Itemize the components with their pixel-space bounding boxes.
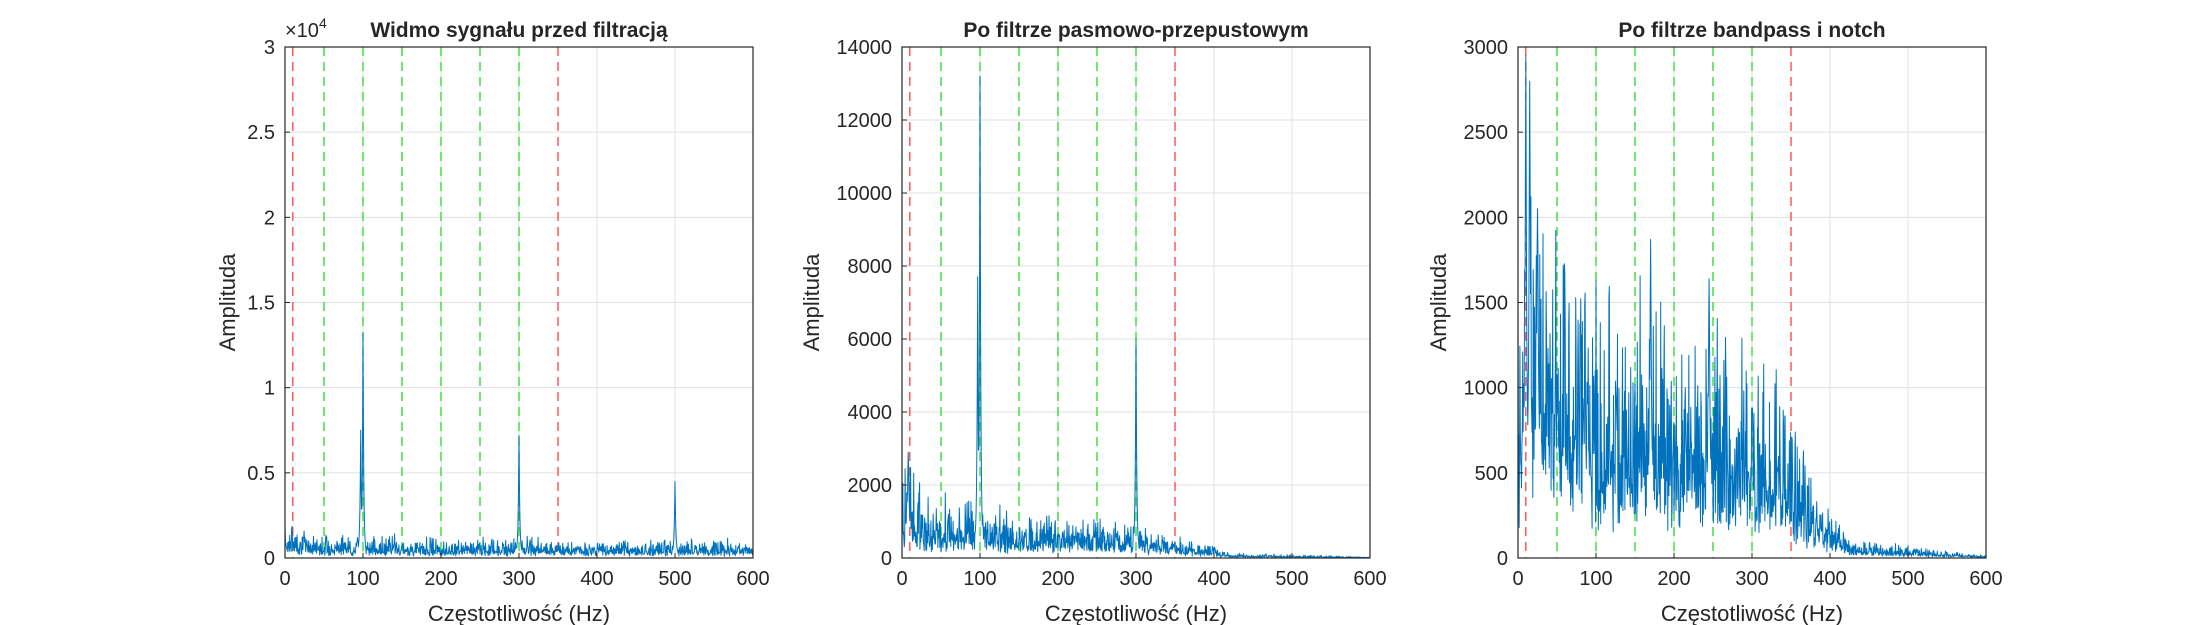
y-tick-labels: 0 500 1000 1500 2000 2500 3000 bbox=[1464, 37, 1523, 570]
y-tick-label: 1500 bbox=[1464, 293, 1509, 315]
y-tick-label: 2500 bbox=[1464, 122, 1509, 144]
x-tick-label: 100 bbox=[346, 568, 379, 590]
x-tick-labels: 0 100 200 300 400 500 600 bbox=[279, 553, 770, 590]
subplot-3: 0 100 200 300 400 500 600 0 500 1000 1500 2000 2500… bbox=[1426, 19, 2003, 625]
x-tick-label: 600 bbox=[1353, 568, 1386, 590]
y-tick-label: 4000 bbox=[848, 402, 893, 424]
y-tick-label: 3 bbox=[264, 37, 275, 59]
x-tick-label: 100 bbox=[963, 568, 996, 590]
x-tick-labels: 0 100 200 300 400 500 600 bbox=[896, 553, 1387, 590]
x-tick-label: 500 bbox=[658, 568, 691, 590]
spectrum-line bbox=[284, 332, 754, 557]
subplot-2: 0 100 200 300 400 500 600 0 2000 4000 6000 8000 100… bbox=[799, 19, 1387, 625]
y-tick-label: 0.5 bbox=[247, 463, 275, 485]
y-axis-label: Amplituda bbox=[799, 253, 824, 352]
y-tick-label: 2.5 bbox=[247, 122, 275, 144]
x-tick-label: 500 bbox=[1891, 568, 1924, 590]
x-tick-label: 300 bbox=[1735, 568, 1768, 590]
x-tick-label: 400 bbox=[1813, 568, 1846, 590]
x-tick-labels: 0 100 200 300 400 500 600 bbox=[1512, 553, 2003, 590]
x-tick-label: 200 bbox=[1041, 568, 1074, 590]
y-tick-label: 2000 bbox=[1464, 207, 1509, 229]
x-axis-label: Częstotliwość (Hz) bbox=[1045, 601, 1227, 625]
y-axis-label: Amplituda bbox=[1426, 253, 1451, 352]
x-tick-label: 0 bbox=[1512, 568, 1523, 590]
x-tick-label: 0 bbox=[279, 568, 290, 590]
x-tick-label: 600 bbox=[1969, 568, 2002, 590]
x-tick-label: 400 bbox=[580, 568, 613, 590]
x-tick-label: 600 bbox=[736, 568, 769, 590]
y-tick-label: 500 bbox=[1475, 463, 1508, 485]
y-axis-label: Amplituda bbox=[215, 253, 240, 352]
x-axis-label: Częstotliwość (Hz) bbox=[1661, 601, 1843, 625]
x-tick-label: 200 bbox=[424, 568, 457, 590]
spectrum-series bbox=[284, 332, 754, 557]
y-tick-label: 1 bbox=[264, 378, 275, 400]
x-tick-label: 100 bbox=[1579, 568, 1612, 590]
y-tick-labels: 0 0.5 1 1.5 2 2.5 3 bbox=[247, 37, 290, 570]
y-tick-label: 14000 bbox=[836, 37, 892, 59]
y-tick-label: 8000 bbox=[848, 256, 893, 278]
y-tick-label: 1.5 bbox=[247, 293, 275, 315]
y-tick-label: 0 bbox=[1497, 548, 1508, 570]
chart-title: Po filtrze pasmowo-przepustowym bbox=[963, 19, 1308, 42]
spectrum-line bbox=[1517, 55, 1987, 559]
y-tick-label: 2 bbox=[264, 207, 275, 229]
y-tick-label: 10000 bbox=[836, 183, 892, 205]
y-tick-label: 6000 bbox=[848, 329, 893, 351]
y-tick-label: 0 bbox=[881, 548, 892, 570]
subplot-1: 0 100 200 300 400 500 600 0 0.5 1 1.5 2 2.5 3 Widmo … bbox=[215, 15, 770, 625]
x-tick-label: 500 bbox=[1275, 568, 1308, 590]
spectrum-series bbox=[1517, 55, 1987, 559]
y-tick-label: 1000 bbox=[1464, 378, 1509, 400]
exponent-label: ×104 bbox=[285, 15, 327, 42]
chart-title: Po filtrze bandpass i notch bbox=[1618, 19, 1885, 42]
x-axis-label: Częstotliwość (Hz) bbox=[428, 601, 610, 625]
y-tick-label: 2000 bbox=[848, 475, 893, 497]
y-tick-labels: 0 2000 4000 6000 8000 10000 12000 14000 bbox=[836, 37, 907, 570]
reference-lines bbox=[909, 47, 1176, 558]
x-tick-label: 300 bbox=[502, 568, 535, 590]
x-tick-label: 0 bbox=[896, 568, 907, 590]
chart-title: Widmo sygnału przed filtracją bbox=[370, 19, 668, 42]
x-tick-label: 400 bbox=[1197, 568, 1230, 590]
x-tick-label: 300 bbox=[1119, 568, 1152, 590]
x-tick-label: 200 bbox=[1657, 568, 1690, 590]
y-tick-label: 0 bbox=[264, 548, 275, 570]
y-tick-label: 12000 bbox=[836, 110, 892, 132]
y-tick-label: 3000 bbox=[1464, 37, 1509, 59]
